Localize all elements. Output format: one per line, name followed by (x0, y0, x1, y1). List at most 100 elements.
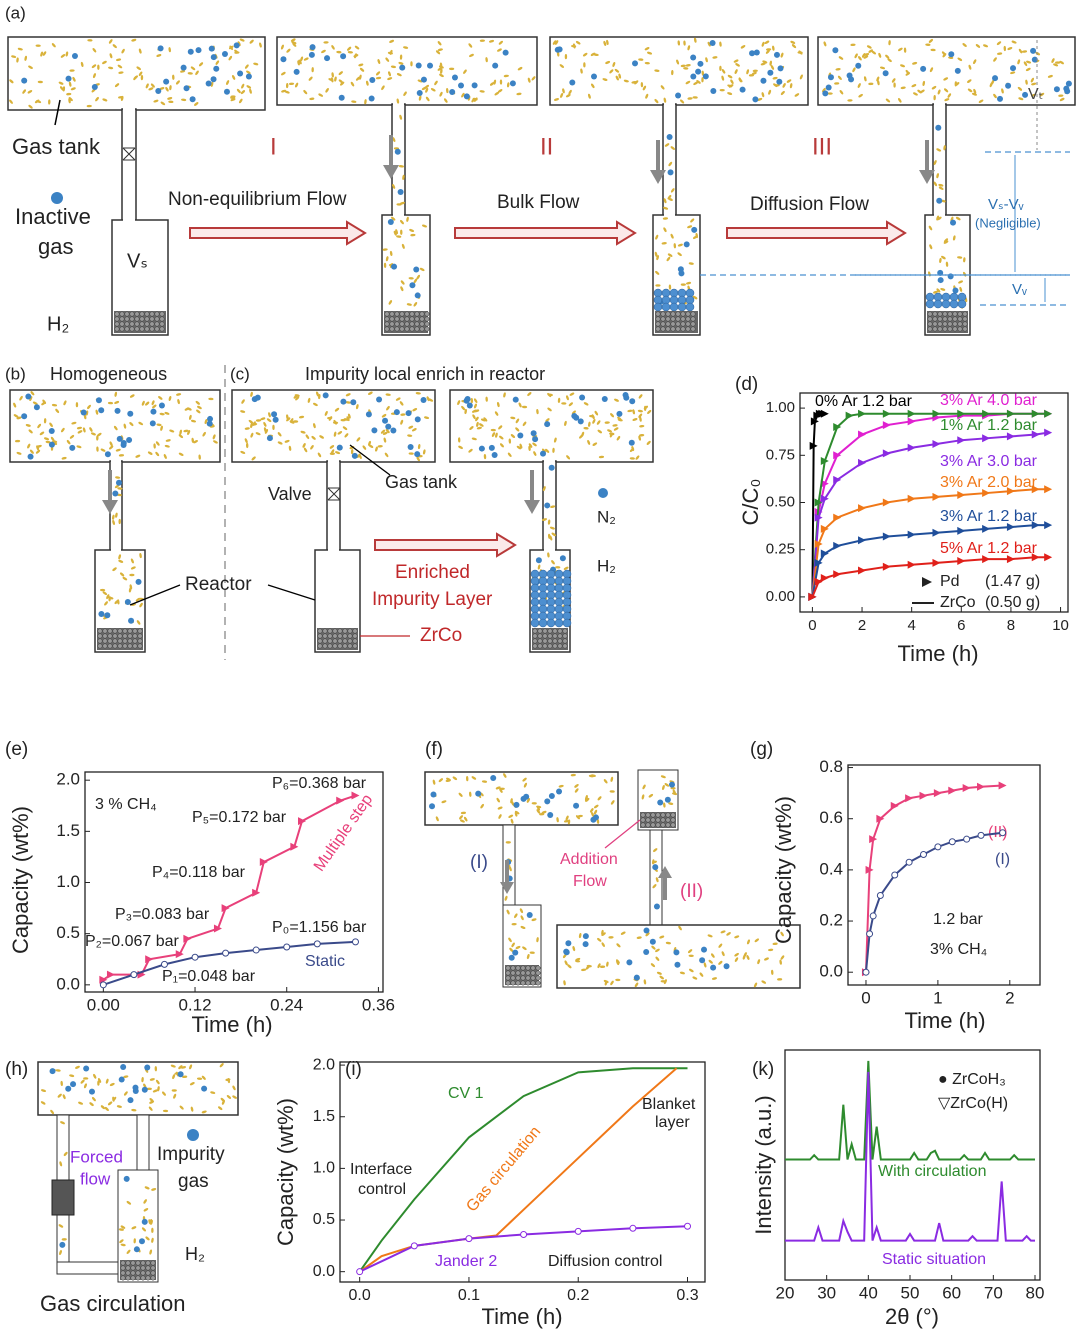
y-tick-label: 0.4 (819, 859, 843, 878)
data-point (932, 492, 941, 501)
alloy-particle (384, 321, 390, 327)
gas-molecule (642, 784, 646, 790)
gas-molecule (653, 848, 658, 852)
gas-molecule (356, 437, 361, 442)
alloy-particle (952, 321, 958, 327)
gas-molecule (734, 69, 738, 74)
gas-molecule (531, 918, 537, 922)
gas-molecule (159, 412, 165, 416)
gas-molecule (827, 92, 833, 95)
gas-molecule (22, 89, 26, 94)
gas-molecule (528, 445, 531, 451)
data-point (252, 888, 261, 897)
data-point (957, 409, 966, 418)
alloy-particle (414, 326, 420, 332)
gas-molecule (14, 439, 21, 443)
alloy-particle (510, 965, 516, 971)
gas-molecule (634, 982, 639, 988)
y-axis-label: Capacity (wt%) (8, 806, 33, 954)
gas-molecule (126, 1201, 132, 1205)
gas-molecule (162, 1091, 166, 1096)
gas-molecule (197, 405, 202, 410)
alloy-particle (547, 643, 553, 649)
gas-molecule (542, 486, 546, 492)
gas-molecule (547, 392, 552, 398)
gas-molecule (780, 52, 784, 58)
gas-molecule (219, 1063, 224, 1068)
tank (449, 389, 654, 463)
series-label: Static (305, 953, 345, 970)
gas-molecule (406, 216, 409, 222)
gas-molecule (249, 88, 252, 94)
gas-molecule (510, 818, 514, 824)
alloy-particle (317, 628, 323, 634)
gas-molecule (298, 59, 302, 65)
alloy-particle (117, 643, 123, 649)
gas-molecule (602, 78, 608, 81)
flow-arrow (919, 140, 935, 184)
gas-molecule (263, 421, 267, 427)
inactive-gas (1022, 91, 1029, 98)
gas-molecule (686, 281, 692, 285)
inactive-gas (492, 62, 499, 69)
pointer (54, 99, 61, 126)
alloy-particle (665, 326, 671, 332)
gas-molecule (71, 421, 77, 425)
annotation: P₁=0.048 bar (162, 968, 256, 985)
alloy-particle (122, 633, 128, 639)
gas-molecule (436, 50, 441, 55)
gas-molecule (937, 89, 941, 95)
gas-molecule (381, 85, 385, 91)
gas-molecule (201, 1075, 206, 1080)
gas-molecule (107, 1101, 113, 1106)
inactive-gas (391, 263, 398, 270)
alloy-particle (932, 311, 938, 317)
alloy-particle (552, 628, 558, 634)
gas-molecule (521, 405, 528, 409)
gas-molecule (39, 431, 45, 436)
flow-arrow (658, 866, 672, 900)
gas-molecule (232, 1095, 237, 1099)
inactive-gas (577, 418, 584, 425)
gas-molecule (489, 39, 495, 43)
alloy-particle (114, 326, 120, 332)
inactive-gas (997, 95, 1004, 102)
inactive-gas (271, 411, 278, 418)
gas-molecule (879, 66, 886, 70)
gas-molecule (418, 95, 422, 101)
gas-molecule (975, 44, 981, 48)
gas-molecule (606, 39, 609, 45)
gas-molecule (752, 69, 758, 73)
gas-molecule (129, 394, 135, 398)
gas-molecule (659, 975, 664, 980)
gas-molecule (612, 62, 616, 67)
gas-molecule (672, 789, 676, 795)
figure-label: Inactive (15, 204, 91, 229)
pipe (136, 1114, 150, 1174)
alloy-particle (130, 1265, 136, 1271)
inactive-gas (674, 961, 681, 968)
gas-molecule (342, 426, 348, 430)
alloy-particle (149, 316, 155, 322)
gas-molecule (506, 909, 510, 915)
alloy-particle (530, 980, 536, 986)
inactive-gas (767, 69, 774, 76)
inactive-gas (338, 94, 345, 101)
gas-molecule (996, 41, 1002, 46)
alloy-particle (557, 628, 563, 634)
gas-molecule (664, 143, 670, 147)
gas-molecule (609, 790, 615, 793)
data-point (520, 1230, 528, 1238)
gas-molecule (145, 83, 149, 89)
data-point (982, 409, 991, 418)
alloy-particle (947, 316, 953, 322)
gas-molecule (754, 938, 759, 943)
alloy-particle (962, 321, 968, 327)
alloy-particle (125, 1270, 131, 1276)
alloy-particle (542, 643, 548, 649)
gas-molecule (505, 841, 511, 844)
data-point (1006, 432, 1015, 441)
alloy-particle (144, 316, 150, 322)
gas-molecule (565, 94, 571, 98)
y-tick-label: 0.50 (766, 493, 795, 510)
